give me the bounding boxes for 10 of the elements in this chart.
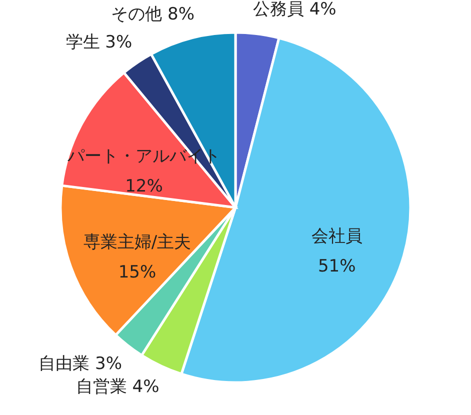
data-label: 12% bbox=[125, 176, 163, 196]
slice-label: 自営業 4% bbox=[76, 377, 160, 398]
slice-label: 専業主婦/主夫 bbox=[83, 232, 192, 253]
slice-label: 公務員 4% bbox=[252, 0, 336, 20]
slice-label: 会社員 bbox=[311, 226, 362, 246]
slice-label: その他 8% bbox=[111, 4, 195, 24]
data-label: 15% bbox=[118, 262, 156, 283]
data-label: 51% bbox=[318, 256, 356, 276]
slice-label: 学生 3% bbox=[66, 32, 132, 52]
slice-label: 自由業 3% bbox=[38, 354, 122, 374]
